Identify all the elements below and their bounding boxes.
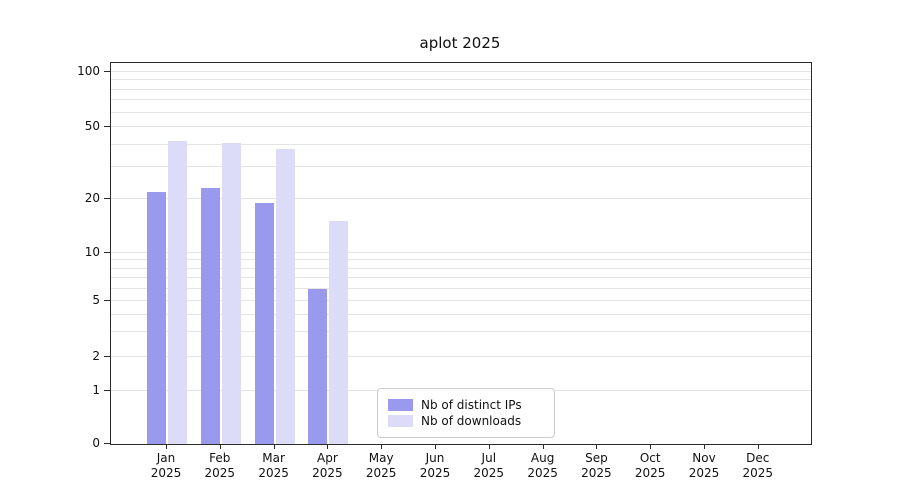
bar-distinct-ips <box>200 188 220 444</box>
gridline <box>111 356 811 358</box>
x-tick-mark <box>542 444 544 449</box>
x-tick-label: Apr 2025 <box>312 451 343 480</box>
gridline <box>111 166 811 168</box>
y-tick-label: 2 <box>92 349 100 364</box>
x-tick-label: Aug 2025 <box>527 451 558 480</box>
y-tick-label: 100 <box>77 64 100 79</box>
y-tick-label: 0 <box>92 436 100 450</box>
y-tick-label: 50 <box>84 119 100 133</box>
gridline <box>111 71 811 73</box>
y-tick-label: 5 <box>92 293 100 308</box>
gridline <box>111 111 811 113</box>
y-tick-label: 1 <box>92 383 100 398</box>
gridline <box>111 276 811 278</box>
x-tick-label: Oct 2025 <box>634 451 666 480</box>
gridline <box>111 287 811 289</box>
bar-distinct-ips <box>254 203 274 444</box>
bar-distinct-ips <box>308 288 328 444</box>
legend-item-downloads: Nb of downloads <box>388 414 544 428</box>
x-tick-label: Sep 2025 <box>581 451 612 480</box>
gridline <box>111 300 811 302</box>
gridline <box>111 143 811 145</box>
gridline <box>111 99 811 101</box>
bar-distinct-ips <box>147 191 166 444</box>
x-tick-label: Nov 2025 <box>688 451 720 480</box>
y-tick-mark <box>104 443 110 444</box>
x-tick-mark <box>757 444 759 449</box>
y-tick-mark <box>104 356 110 358</box>
gridline <box>111 313 811 315</box>
bar-downloads <box>221 142 241 444</box>
y-tick-mark <box>104 300 110 302</box>
y-tick-label: 10 <box>84 245 100 260</box>
gridline <box>111 88 811 90</box>
legend-label-downloads: Nb of downloads <box>421 414 522 428</box>
gridline <box>111 252 811 254</box>
x-tick-mark <box>596 444 598 449</box>
x-tick-label: Feb 2025 <box>204 451 236 480</box>
y-tick-mark <box>104 71 110 73</box>
x-tick-mark <box>381 444 383 449</box>
bar-downloads <box>329 221 349 444</box>
x-tick-label: Dec 2025 <box>742 451 774 480</box>
x-tick-mark <box>704 444 705 449</box>
x-tick-label: May 2025 <box>365 451 397 480</box>
x-tick-label: Mar 2025 <box>258 451 289 480</box>
x-tick-label: Jun 2025 <box>419 451 451 480</box>
y-tick-mark <box>104 198 110 200</box>
x-tick-mark <box>488 444 490 449</box>
legend: Nb of distinct IPs Nb of downloads <box>377 388 555 438</box>
y-tick-mark <box>104 252 110 254</box>
chart-title: aplot 2025 <box>419 34 501 52</box>
bar-downloads <box>275 148 295 444</box>
gridline <box>111 79 811 81</box>
x-tick-mark <box>166 444 167 449</box>
legend-swatch-distinct-ips <box>388 399 413 411</box>
legend-swatch-downloads <box>388 415 413 427</box>
x-tick-mark <box>273 444 275 449</box>
bar-downloads <box>168 140 187 444</box>
y-tick-mark <box>104 390 110 392</box>
gridline <box>111 198 811 200</box>
legend-label-distinct-ips: Nb of distinct IPs <box>421 398 522 412</box>
x-tick-mark <box>435 444 436 449</box>
legend-item-distinct-ips: Nb of distinct IPs <box>388 398 544 412</box>
y-tick-label: 20 <box>84 191 100 206</box>
gridline <box>111 126 811 128</box>
x-tick-label: Jan 2025 <box>150 451 182 480</box>
x-tick-mark <box>327 444 329 449</box>
gridline <box>111 267 811 269</box>
x-tick-label: Jul 2025 <box>473 451 505 480</box>
y-tick-mark <box>104 126 110 127</box>
plot-area: Nb of distinct IPs Nb of downloads <box>110 62 812 445</box>
gridline <box>111 331 811 333</box>
x-tick-mark <box>219 444 221 449</box>
x-tick-mark <box>650 444 652 449</box>
gridline <box>111 259 811 261</box>
